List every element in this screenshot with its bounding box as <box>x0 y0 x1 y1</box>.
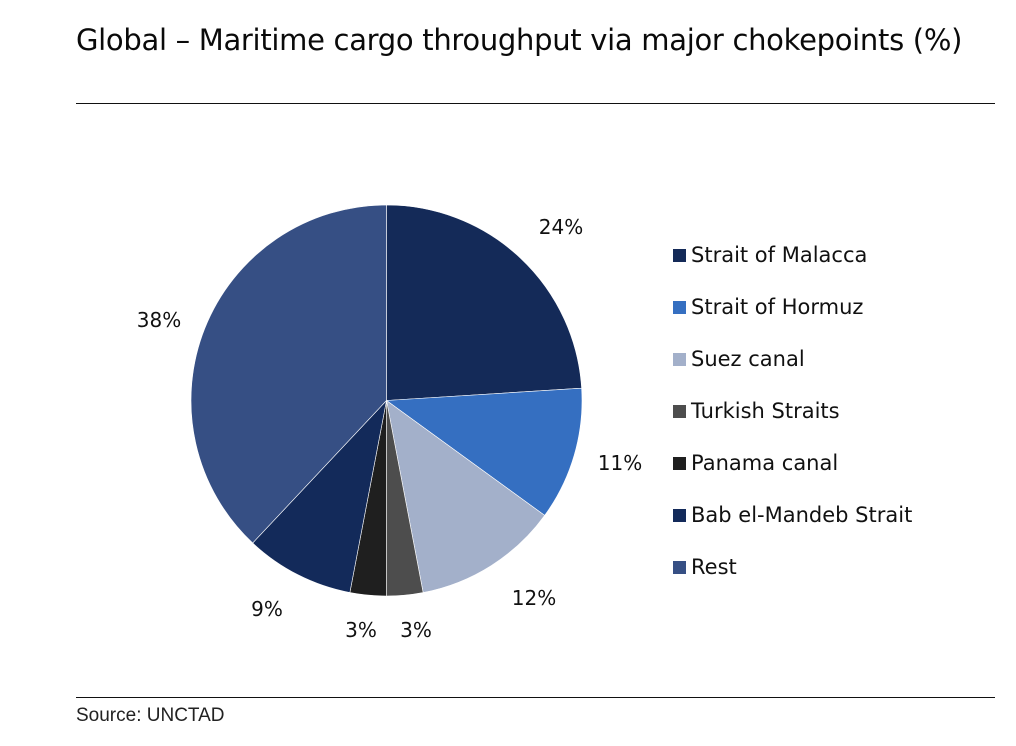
legend-swatch <box>673 248 686 262</box>
slice-data-label: 9% <box>251 597 283 621</box>
legend-label: Bab el-Mandeb Strait <box>691 503 913 527</box>
legend-label: Turkish Straits <box>691 399 840 423</box>
legend-item: Panama canal <box>673 437 912 489</box>
source-note: Source: UNCTAD <box>76 705 225 726</box>
legend-swatch <box>673 456 686 470</box>
slice-data-label: 3% <box>400 618 432 642</box>
legend-label: Strait of Hormuz <box>691 295 864 319</box>
legend-label: Panama canal <box>691 451 839 475</box>
slice-data-label: 11% <box>598 451 642 475</box>
legend-item: Rest <box>673 541 912 593</box>
pie-slice-suez-canal <box>386 399 546 593</box>
pie-slice-bab-el-mandeb-strait <box>252 399 387 593</box>
source-divider <box>76 697 995 698</box>
title-divider <box>76 103 995 104</box>
pie-slice-rest <box>190 204 387 544</box>
legend-swatch <box>673 404 686 418</box>
legend-item: Turkish Straits <box>673 385 912 437</box>
legend-swatch <box>673 352 686 366</box>
legend-label: Rest <box>691 555 737 579</box>
slice-data-label: 12% <box>512 586 556 610</box>
legend-item: Strait of Malacca <box>673 229 912 281</box>
legend-item: Strait of Hormuz <box>673 281 912 333</box>
legend-item: Bab el-Mandeb Strait <box>673 489 912 541</box>
slice-data-label: 3% <box>345 618 377 642</box>
slice-data-label: 38% <box>137 308 181 332</box>
legend: Strait of Malacca Strait of Hormuz Suez … <box>673 229 912 593</box>
pie-slice-strait-of-malacca <box>386 204 582 401</box>
pie-slice-strait-of-hormuz <box>385 387 583 516</box>
legend-label: Strait of Malacca <box>691 243 868 267</box>
legend-item: Suez canal <box>673 333 912 385</box>
legend-swatch <box>673 508 686 522</box>
legend-swatch <box>673 560 686 574</box>
chart-title: Global – Maritime cargo throughput via m… <box>76 23 963 57</box>
legend-label: Suez canal <box>691 347 805 371</box>
legend-swatch <box>673 300 686 314</box>
slice-data-label: 24% <box>539 215 583 239</box>
